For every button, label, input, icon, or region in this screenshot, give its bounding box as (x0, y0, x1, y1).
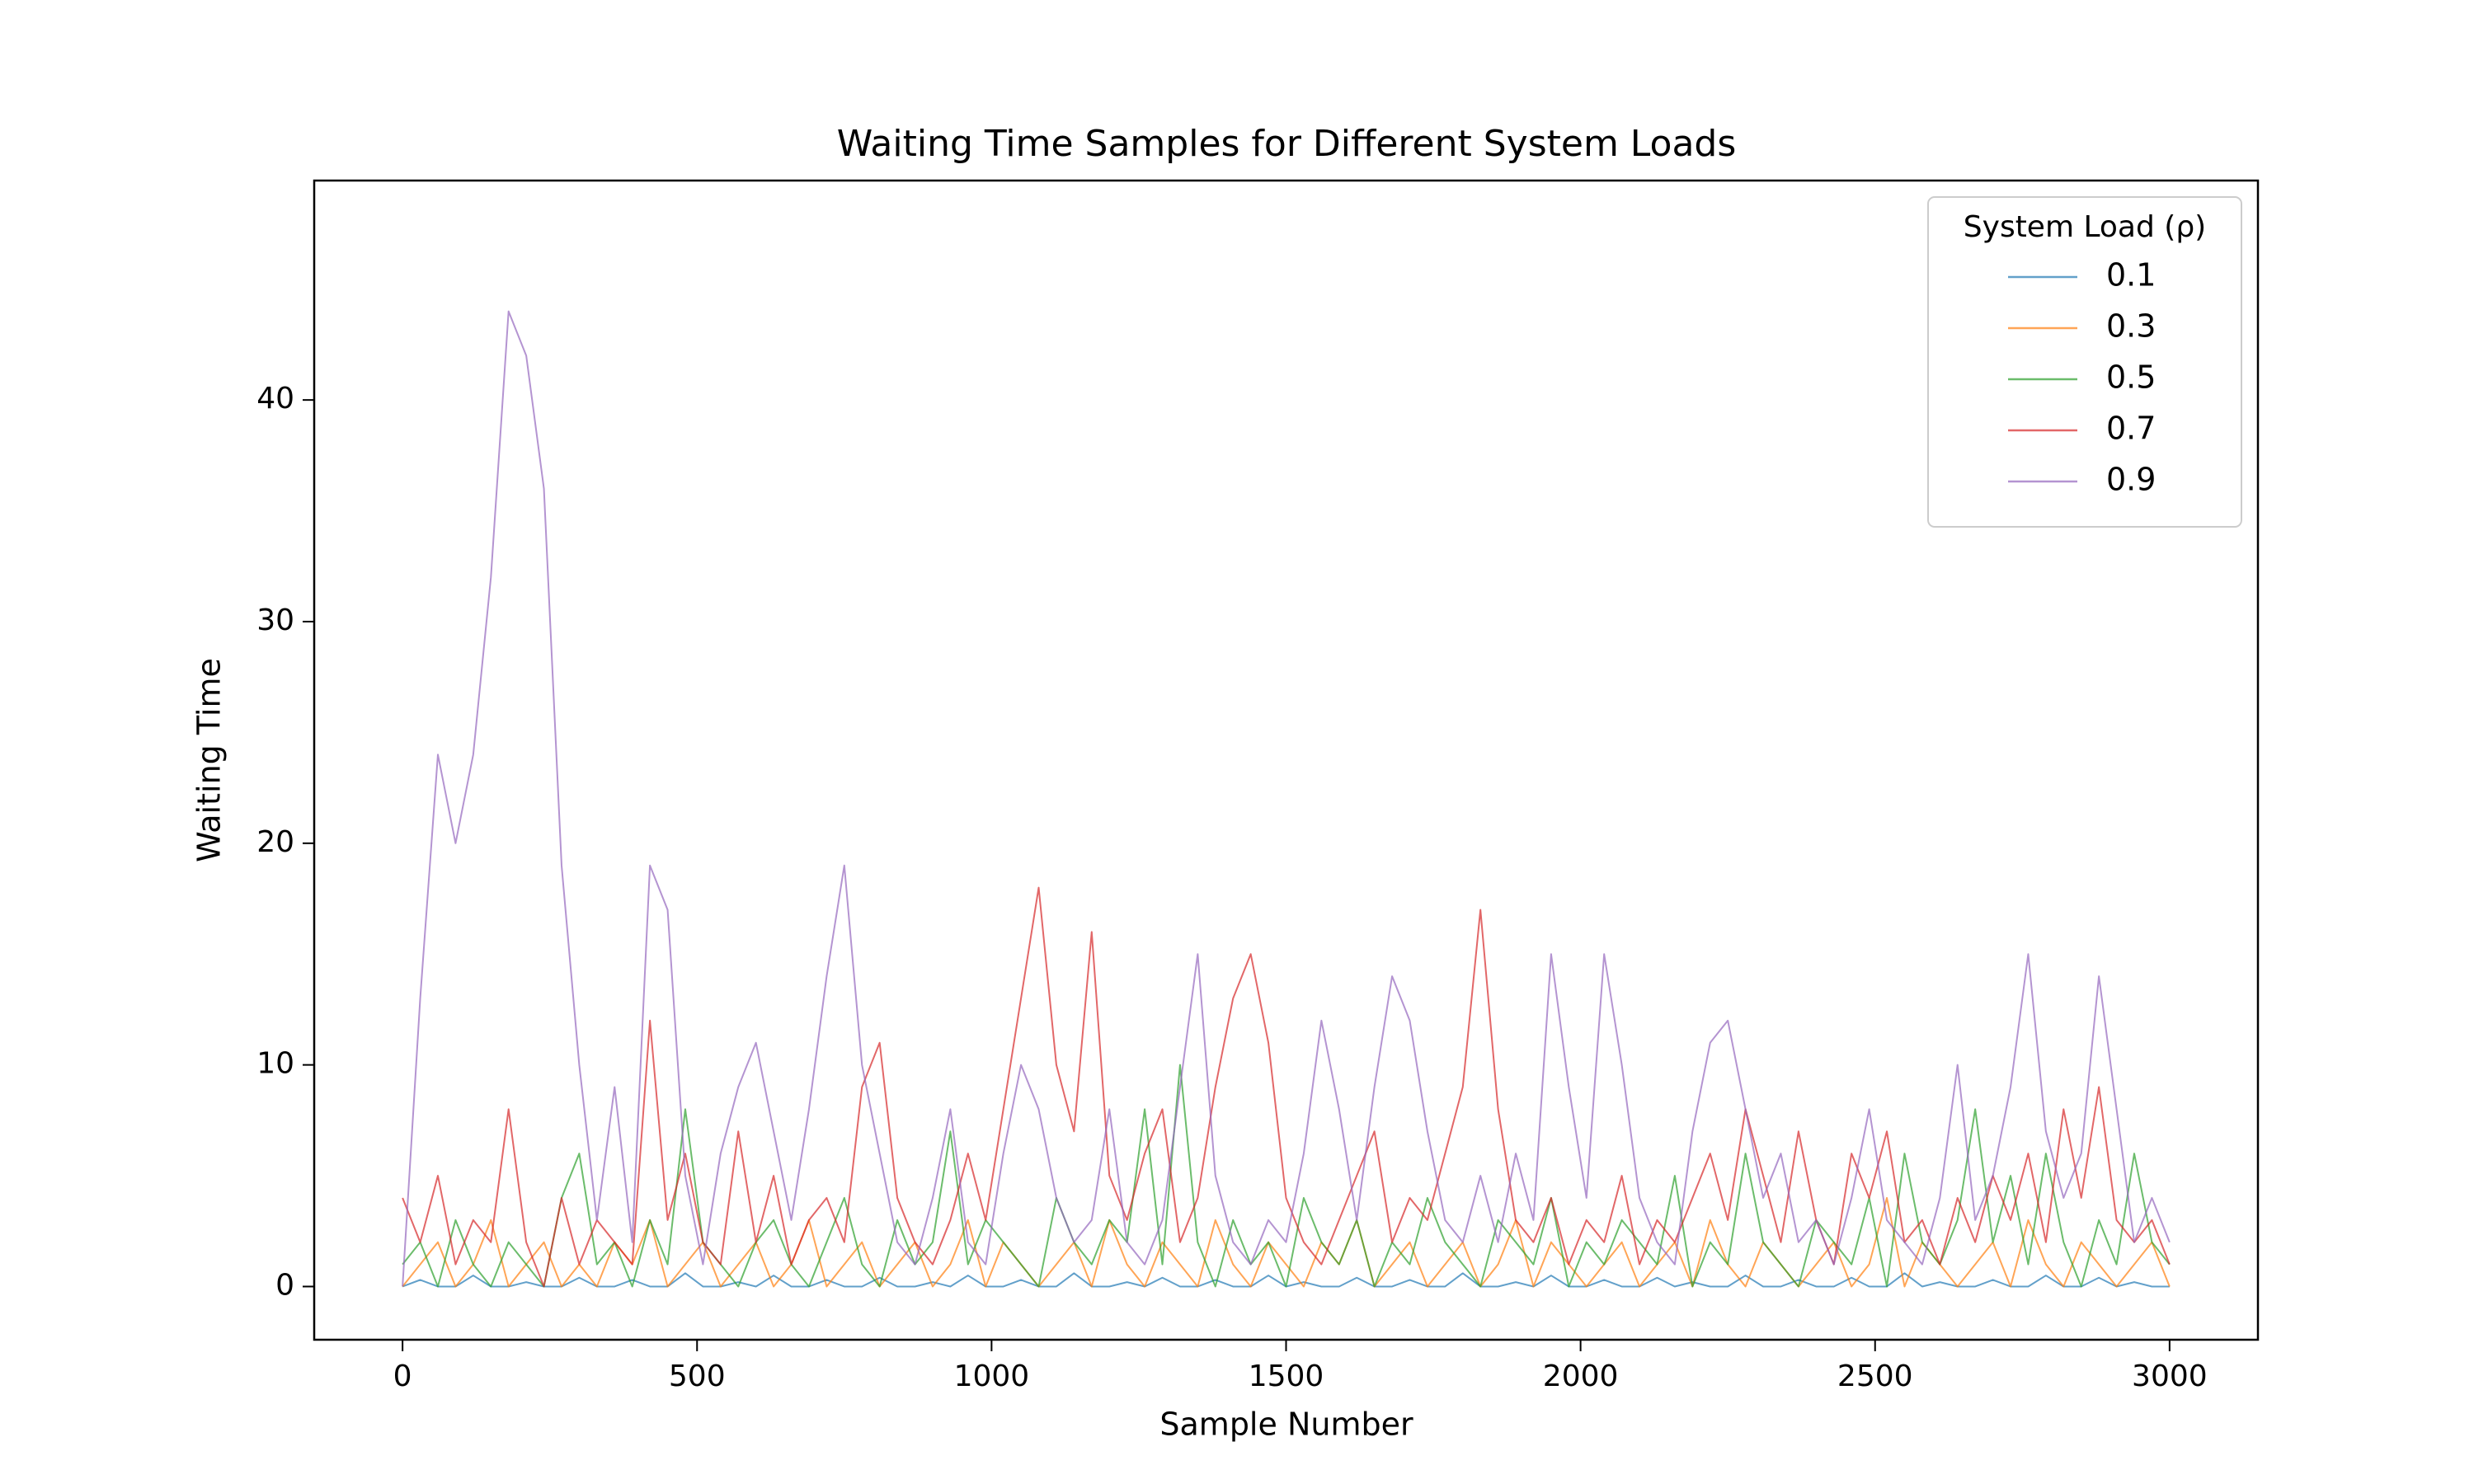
y-tick-label: 40 (256, 382, 294, 416)
legend-label: 0.1 (2106, 257, 2156, 294)
y-tick-label: 20 (256, 825, 294, 859)
y-tick-label: 0 (275, 1268, 294, 1302)
x-tick-label: 2500 (1837, 1360, 1913, 1393)
x-axis-label: Sample Number (1159, 1407, 1413, 1443)
legend-label: 0.7 (2106, 411, 2156, 447)
legend-label: 0.5 (2106, 359, 2156, 396)
x-tick-label: 1500 (1249, 1360, 1324, 1393)
legend-title: System Load (ρ) (1964, 210, 2206, 244)
plot-area (402, 310, 2171, 1288)
y-axis-label: Waiting Time (191, 658, 228, 862)
legend: System Load (ρ) 0.1 0.3 0.5 0.7 0.9 (1927, 196, 2242, 528)
x-tick-label: 0 (393, 1360, 412, 1393)
series-line (402, 1064, 2171, 1288)
x-tick-label: 2000 (1543, 1360, 1619, 1393)
series-line (402, 1196, 2171, 1288)
series-line (402, 310, 2171, 1287)
x-tick-label: 500 (669, 1360, 726, 1393)
chart-title: Waiting Time Samples for Different Syste… (837, 123, 1737, 165)
series-line (402, 886, 2171, 1288)
legend-label: 0.3 (2106, 308, 2156, 345)
y-tick-label: 30 (256, 603, 294, 637)
legend-label: 0.9 (2106, 462, 2156, 498)
legend-box (1927, 196, 2242, 528)
x-tick-label: 1000 (954, 1360, 1030, 1393)
y-tick-label: 10 (256, 1047, 294, 1081)
x-tick-label: 3000 (2132, 1360, 2208, 1393)
